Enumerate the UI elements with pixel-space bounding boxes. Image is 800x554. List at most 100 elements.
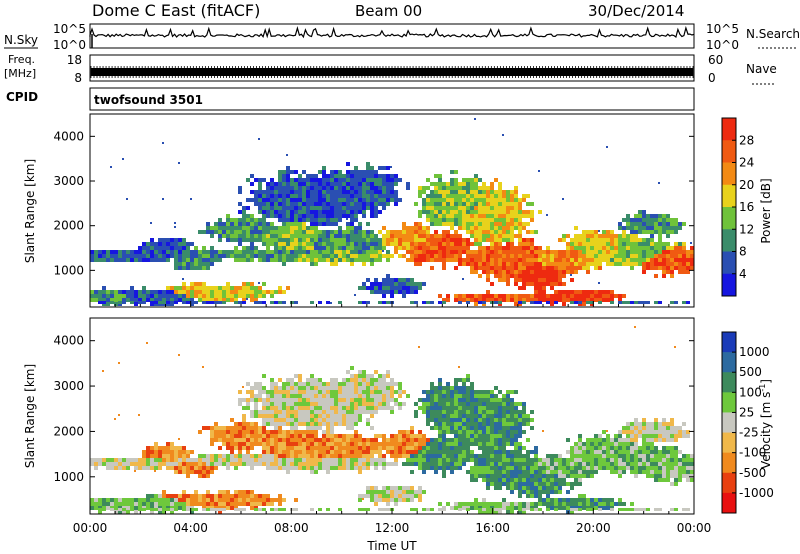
power-cell <box>662 266 666 270</box>
power-cell <box>330 198 334 202</box>
velocity-cell <box>346 382 350 386</box>
velocity-cell <box>510 506 514 510</box>
velocity-cell <box>166 502 170 506</box>
velocity-cell <box>322 386 326 390</box>
velocity-cell <box>94 502 98 506</box>
power-cell <box>638 262 642 266</box>
velocity-cell <box>554 478 558 482</box>
power-cell <box>330 174 334 178</box>
power-cell <box>110 258 114 262</box>
velocity-cell <box>314 414 318 418</box>
velocity-cell <box>374 446 378 450</box>
power-cell <box>658 218 662 222</box>
power-cell <box>226 222 230 226</box>
velocity-cell <box>390 394 394 398</box>
velocity-cell <box>338 458 342 462</box>
power-cell <box>658 222 662 226</box>
velocity-cell <box>242 458 246 462</box>
velocity-cell <box>558 474 562 478</box>
power-cell <box>242 294 246 298</box>
power-cell <box>218 258 222 262</box>
power-cell <box>506 190 510 194</box>
power-cell <box>254 178 258 182</box>
velocity-cell <box>266 414 270 418</box>
velocity-cell <box>186 470 190 474</box>
power-cell <box>554 274 558 278</box>
velocity-cell <box>342 402 346 406</box>
velocity-cell <box>498 502 502 506</box>
velocity-cell <box>370 442 374 446</box>
velocity-cell <box>566 498 570 502</box>
power-cell <box>258 230 262 234</box>
power-cell <box>386 234 390 238</box>
power-cell <box>262 194 266 198</box>
power-cell <box>614 262 618 266</box>
power-cell <box>242 210 246 214</box>
power-cell <box>390 178 394 182</box>
power-cell <box>310 198 314 202</box>
power-cell <box>282 214 286 218</box>
velocity-cell <box>322 398 326 402</box>
power-cell <box>254 202 258 206</box>
power-cell <box>570 278 574 282</box>
velocity-cell <box>514 430 518 434</box>
power-cell <box>662 226 666 230</box>
power-cell <box>370 214 374 218</box>
power-cell <box>258 138 260 140</box>
velocity-cell <box>478 462 482 466</box>
power-cell <box>490 222 494 226</box>
power-cell <box>130 298 134 302</box>
velocity-cell <box>298 394 302 398</box>
power-cell <box>322 238 326 242</box>
velocity-cell <box>486 446 490 450</box>
velocity-cell <box>266 458 270 462</box>
power-cell <box>374 194 378 198</box>
velocity-cell <box>378 398 382 402</box>
velocity-cell <box>226 454 230 458</box>
velocity-cell <box>426 466 430 470</box>
power-cell <box>322 170 326 174</box>
velocity-cell <box>430 426 434 430</box>
velocity-cell <box>410 442 414 446</box>
power-cell <box>534 246 538 250</box>
velocity-cell <box>374 498 378 502</box>
power-cell <box>310 254 314 258</box>
velocity-cell <box>370 378 374 382</box>
power-cell <box>266 234 270 238</box>
velocity-cell <box>526 502 530 506</box>
power-cell <box>270 301 274 304</box>
power-cell <box>374 214 378 218</box>
power-cell <box>662 214 666 218</box>
power-cell <box>338 226 342 230</box>
velocity-cell <box>198 458 202 462</box>
power-cell <box>274 206 278 210</box>
power-cell <box>658 246 662 250</box>
power-cell <box>314 222 318 226</box>
power-cell <box>678 250 682 254</box>
velocity-cell <box>526 458 530 462</box>
power-cell <box>578 250 582 254</box>
power-cell <box>638 238 642 242</box>
power-cell <box>142 286 146 290</box>
power-cell <box>194 246 198 250</box>
power-cell <box>470 218 474 222</box>
power-cell <box>650 246 654 250</box>
velocity-cell <box>566 474 570 478</box>
velocity-cell <box>418 398 422 402</box>
power-cell <box>314 258 318 262</box>
velocity-cell <box>370 494 374 498</box>
power-cell <box>434 182 438 186</box>
power-cell <box>382 301 386 304</box>
velocity-cell <box>390 498 394 502</box>
power-cell <box>434 242 438 246</box>
power-cell <box>210 254 214 258</box>
power-cell <box>506 242 510 246</box>
velocity-cell <box>574 446 578 450</box>
velocity-cell <box>474 406 478 410</box>
velocity-cell <box>458 390 462 394</box>
power-cell <box>466 230 470 234</box>
power-cell <box>110 298 114 302</box>
power-cell <box>334 246 338 250</box>
power-cell <box>342 178 346 182</box>
